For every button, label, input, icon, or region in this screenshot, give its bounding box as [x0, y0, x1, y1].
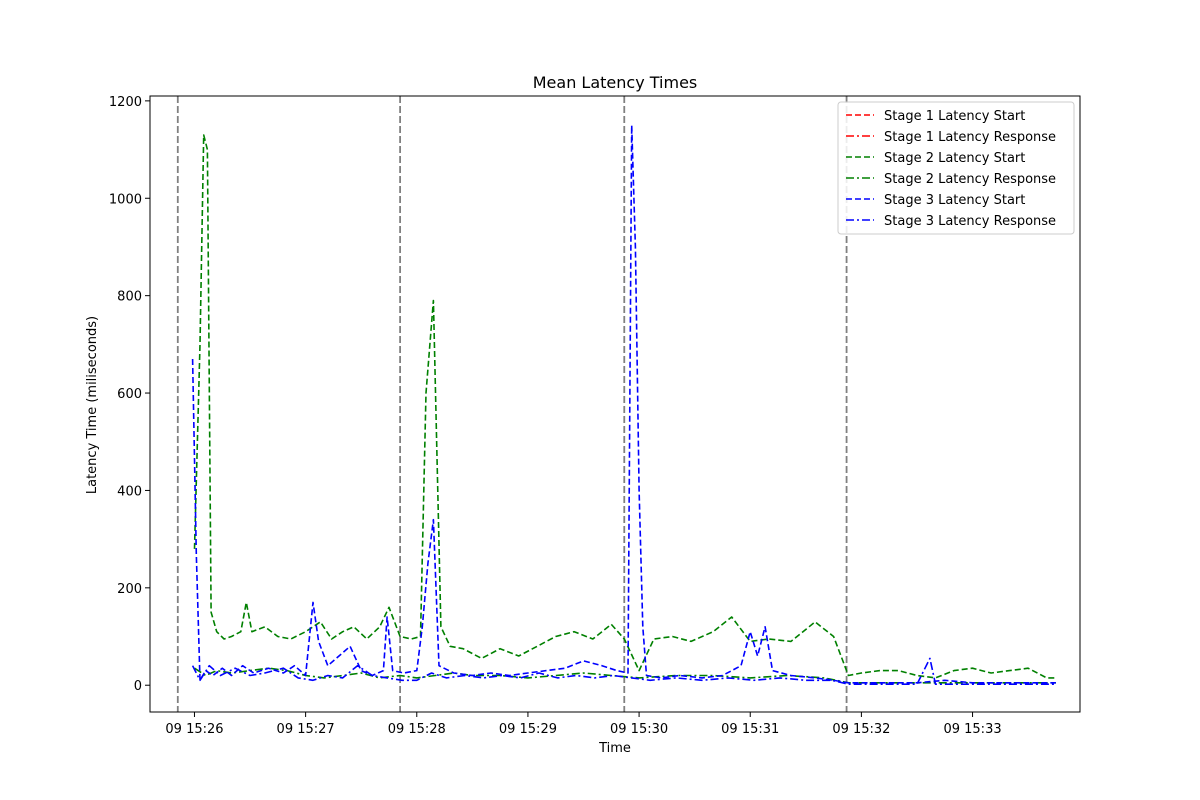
legend-box: [837, 101, 1075, 235]
x-tick-label: 09 15:29: [499, 722, 557, 737]
legend-entry-label: Stage 2 Latency Start: [884, 151, 1025, 166]
x-tick-label: 09 15:31: [721, 722, 779, 737]
y-tick-label: 600: [117, 387, 142, 402]
legend-entry-label: Stage 2 Latency Response: [884, 172, 1056, 187]
chart-title: Mean Latency Times: [533, 73, 698, 92]
legend: Stage 1 Latency Start Stage 1 Latency Res…: [837, 101, 1075, 235]
y-axis-title: Latency Time (miliseconds): [85, 316, 100, 494]
legend-entry-label: Stage 3 Latency Start: [884, 193, 1025, 208]
series-line-stage-3-start: [191, 124, 1056, 684]
x-tick-label: 09 15:27: [277, 722, 335, 737]
x-tick-label: 09 15:30: [610, 722, 668, 737]
y-tick-label: 1200: [109, 95, 142, 110]
series-line-stage-3-response: [191, 657, 1056, 685]
legend-entry-label: Stage 1 Latency Start: [884, 109, 1025, 124]
x-tick-label: 09 15:32: [832, 722, 890, 737]
x-tick-label: 09 15:33: [943, 722, 1001, 737]
series-line-stage-2-start: [193, 134, 1056, 679]
axes-frame: [149, 95, 1081, 713]
y-tick-label: 0: [134, 679, 142, 694]
legend-entry-label: Stage 1 Latency Response: [884, 130, 1056, 145]
y-tick-label: 800: [117, 290, 142, 305]
y-tick-label: 200: [117, 582, 142, 597]
y-tick-label: 400: [117, 484, 142, 499]
x-axis-title: Time: [598, 741, 631, 756]
x-tick-label: 09 15:28: [388, 722, 446, 737]
y-tick-label: 1000: [109, 192, 142, 207]
plot-area: 0 200 400 600 800 1000 1200 09 15:26 09 15:27 09 …: [109, 95, 1081, 737]
legend-entry-label: Stage 3 Latency Response: [884, 214, 1056, 229]
x-tick-label: 09 15:26: [165, 722, 223, 737]
